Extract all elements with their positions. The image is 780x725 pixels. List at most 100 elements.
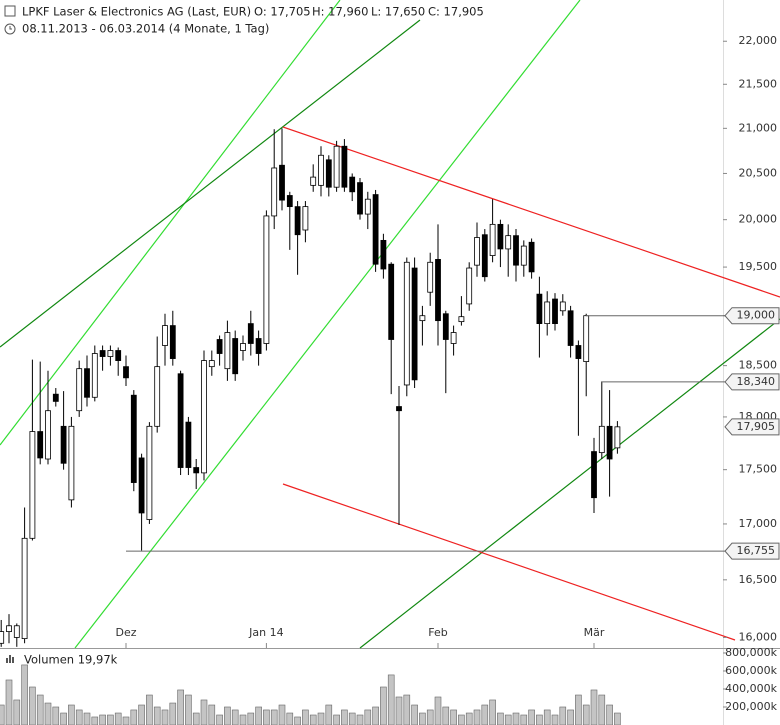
volume-icon bbox=[9, 655, 11, 663]
candle-body bbox=[60, 425, 67, 464]
chart-title: LPKF Laser & Electronics AG (Last, EUR) bbox=[22, 5, 251, 19]
marker-label: 18,340 bbox=[737, 375, 776, 388]
volume-bar bbox=[99, 714, 106, 725]
volume-bar bbox=[91, 716, 99, 725]
volume-bar bbox=[130, 709, 138, 725]
volume-bar bbox=[60, 712, 67, 725]
candle-body bbox=[130, 394, 137, 483]
volume-bar bbox=[83, 712, 91, 725]
y-tick-label: 16,000 bbox=[739, 630, 778, 643]
y-tick-label: 20,000 bbox=[739, 213, 778, 226]
volume-bar bbox=[372, 706, 379, 725]
candle-body bbox=[45, 410, 51, 460]
candle-body bbox=[396, 406, 402, 412]
x-tick-label: Jan 14 bbox=[248, 626, 283, 639]
candle-body bbox=[76, 368, 83, 412]
volume-icon bbox=[12, 657, 14, 663]
volume-bar bbox=[302, 709, 309, 725]
candle-body bbox=[614, 426, 621, 449]
volume-bar bbox=[356, 714, 364, 725]
candle-body bbox=[154, 366, 161, 427]
volume-bar bbox=[177, 689, 184, 725]
candle-body bbox=[357, 182, 363, 215]
volume-bar bbox=[231, 709, 239, 725]
candle-body bbox=[224, 332, 231, 370]
volume-title: Volumen 19,97k bbox=[24, 653, 118, 667]
candle-body bbox=[442, 313, 449, 340]
marker-tag bbox=[724, 542, 780, 560]
candle-body bbox=[240, 343, 246, 351]
volume-bar bbox=[75, 709, 83, 725]
candle-body bbox=[216, 339, 223, 354]
candle-body bbox=[536, 293, 543, 325]
candle-body bbox=[107, 350, 114, 357]
candle-body bbox=[450, 332, 457, 344]
candle-body bbox=[201, 360, 207, 474]
marker-tag bbox=[724, 418, 780, 436]
trend-line bbox=[282, 483, 736, 641]
candle-body bbox=[513, 235, 519, 266]
volume-bar bbox=[317, 712, 325, 725]
marker-tag bbox=[724, 373, 780, 391]
volume-bar bbox=[185, 694, 192, 725]
candle-body bbox=[528, 241, 535, 273]
volume-bar bbox=[68, 704, 75, 725]
volume-bar bbox=[567, 709, 574, 725]
volume-bar bbox=[161, 709, 169, 725]
volume-bar bbox=[528, 709, 535, 725]
volume-bar bbox=[489, 699, 496, 725]
candle-body bbox=[138, 457, 145, 514]
candle-body bbox=[310, 176, 317, 186]
volume-bar bbox=[473, 709, 481, 725]
volume-bar bbox=[5, 679, 13, 725]
volume-bar bbox=[325, 704, 333, 725]
volume-bar bbox=[21, 664, 28, 725]
candle-body bbox=[403, 261, 410, 386]
y-tick-label: 19,500 bbox=[739, 260, 778, 273]
candle-body bbox=[341, 145, 348, 188]
volume-bar bbox=[247, 712, 255, 725]
volume-bar bbox=[481, 704, 489, 725]
candle-body bbox=[13, 625, 20, 638]
volume-bar bbox=[426, 709, 434, 725]
candle-body bbox=[598, 425, 605, 454]
volume-bar bbox=[114, 712, 122, 725]
candle-body bbox=[68, 425, 75, 501]
volume-bar bbox=[536, 714, 543, 725]
y-tick-label: 17,000 bbox=[739, 517, 778, 530]
volume-bar bbox=[395, 696, 403, 725]
volume-bar bbox=[434, 696, 442, 725]
volume-bar bbox=[590, 689, 598, 725]
x-tick-label: Mär bbox=[584, 626, 605, 639]
candle-body bbox=[606, 425, 613, 460]
y-tick-label: 18,500 bbox=[739, 359, 778, 372]
candle-body bbox=[388, 263, 395, 340]
volume-bar bbox=[450, 709, 457, 725]
volume-bar bbox=[200, 699, 208, 725]
volume-bar bbox=[582, 704, 590, 725]
volume-bar bbox=[559, 706, 567, 725]
quote-low: L: 17,650 bbox=[371, 5, 425, 19]
candle-body bbox=[123, 366, 129, 379]
candle-body bbox=[544, 301, 551, 325]
candle-body bbox=[271, 167, 278, 217]
candle-body bbox=[411, 267, 418, 381]
volume-bar bbox=[520, 714, 528, 725]
menu-icon bbox=[4, 5, 16, 17]
candle-body bbox=[427, 261, 434, 293]
volume-bar bbox=[263, 709, 270, 725]
candle-body bbox=[177, 373, 184, 468]
candle-body bbox=[372, 194, 379, 265]
y-tick-label: 17,500 bbox=[739, 463, 778, 476]
candle-body bbox=[489, 223, 496, 256]
candle-body bbox=[349, 176, 356, 193]
candle-body bbox=[333, 145, 340, 188]
volume-bar bbox=[458, 714, 465, 725]
candle-body bbox=[294, 206, 301, 236]
candle-body bbox=[325, 159, 332, 188]
candle-body bbox=[255, 338, 262, 354]
volume-bar bbox=[36, 694, 44, 725]
candle-body bbox=[263, 215, 270, 344]
marker-label: 16,755 bbox=[737, 544, 776, 557]
